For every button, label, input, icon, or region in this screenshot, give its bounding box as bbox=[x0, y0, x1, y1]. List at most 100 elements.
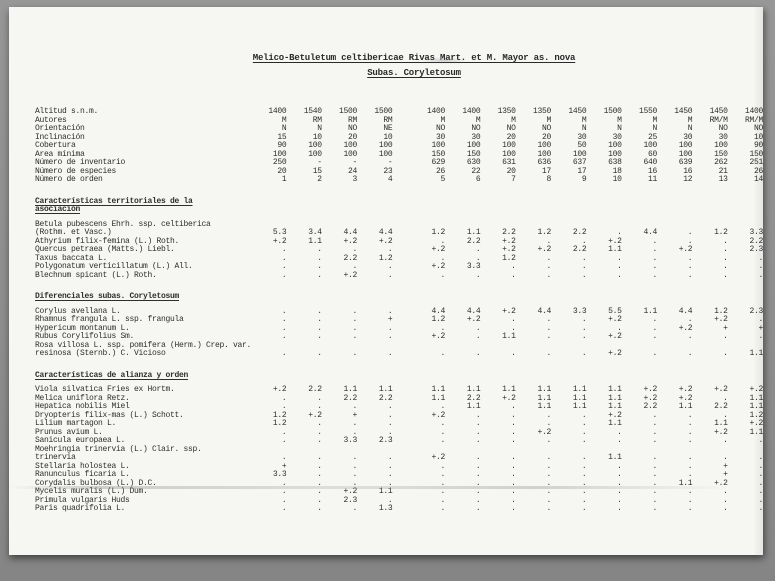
value-cell: +.2 bbox=[431, 262, 446, 271]
value-cell: . bbox=[352, 402, 358, 411]
value-cell: 25 bbox=[647, 132, 657, 142]
value-cell: . bbox=[511, 262, 516, 271]
value-cell: 1400 bbox=[462, 107, 481, 116]
value-cell: . bbox=[281, 495, 287, 505]
value-cell: . bbox=[440, 419, 446, 428]
value-cell: 14 bbox=[753, 175, 763, 184]
value-cell: 1.1 bbox=[572, 393, 587, 403]
value-cell bbox=[480, 198, 515, 215]
value-cell: . bbox=[652, 461, 657, 471]
value-cell: M bbox=[617, 115, 622, 125]
value-cell: 100 bbox=[502, 149, 516, 159]
value-cell bbox=[410, 293, 445, 302]
value-cell: . bbox=[475, 495, 481, 505]
value-cell: . bbox=[652, 253, 657, 263]
value-cell: +.2 bbox=[431, 453, 446, 462]
value-cell: 2.2 bbox=[572, 228, 587, 237]
value-cell: 4.4 bbox=[643, 228, 657, 237]
label-line: Sanicula europaea L. bbox=[35, 436, 126, 445]
value-cell: . bbox=[475, 487, 481, 496]
value-cell: . bbox=[317, 315, 322, 324]
table-row: Taxus baccata L... 2.2 1.2.. 1.2....... bbox=[35, 253, 763, 264]
value-cell bbox=[586, 293, 621, 302]
row-label: Sanicula europaea L. bbox=[35, 436, 251, 446]
value-cell: . bbox=[440, 427, 446, 437]
row-label: Rhamnus frangula L. ssp. frangula bbox=[35, 315, 251, 325]
value-cell: 631 bbox=[502, 158, 516, 167]
value-cell: . bbox=[475, 253, 481, 263]
value-cell: . bbox=[475, 461, 481, 471]
label-line: Mycelis muralis (L.) Dum. bbox=[35, 487, 148, 496]
value-cell: +.2 bbox=[537, 245, 551, 254]
value-cell: . bbox=[652, 245, 657, 254]
value-cell bbox=[357, 198, 392, 215]
value-cell: . bbox=[281, 478, 287, 488]
table-row: Corydalis bulbosa (L.) D.C............ 1.… bbox=[35, 478, 763, 489]
value-cell bbox=[251, 372, 286, 381]
value-cell bbox=[622, 293, 657, 302]
column-gap bbox=[392, 412, 409, 421]
value-cell: 1.2 bbox=[749, 410, 763, 420]
table-row: Moehringia trinervia (L.) Clair. ssp. tri… bbox=[35, 445, 763, 463]
section-heading: Características territoriales de la asoci… bbox=[35, 197, 251, 215]
value-cell: 1450 bbox=[709, 107, 728, 116]
value-cell: 1 bbox=[281, 175, 287, 184]
value-cell: . bbox=[581, 332, 587, 341]
value-cell: NO bbox=[348, 124, 358, 133]
value-cell: . bbox=[546, 270, 551, 280]
value-cell: 637 bbox=[572, 158, 587, 167]
value-cell: 1.1 bbox=[431, 393, 446, 403]
value-cell: +.2 bbox=[678, 323, 693, 333]
value-cell: . bbox=[581, 262, 587, 271]
value-cell: 1.1 bbox=[608, 419, 622, 428]
value-cell: 10 bbox=[753, 132, 763, 142]
row-label: Paris quadrifolia L. bbox=[35, 504, 251, 514]
table-row: Stellaria holostea L. +........... +. bbox=[35, 461, 763, 472]
value-cell: 100 bbox=[343, 141, 358, 150]
row-label: Número de inventario bbox=[35, 158, 251, 168]
value-cell bbox=[357, 372, 392, 381]
value-cell: 1.1 bbox=[572, 402, 587, 411]
value-cell: 1.1 bbox=[466, 385, 481, 394]
value-cell: . bbox=[723, 487, 728, 496]
value-cell: . bbox=[581, 453, 587, 462]
value-cell: . bbox=[652, 495, 657, 505]
value-cell bbox=[657, 372, 692, 381]
value-cell bbox=[357, 293, 392, 302]
row-label: Polygonatum verticillatum (L.) All. bbox=[35, 262, 251, 272]
value-cell: 90 bbox=[753, 141, 763, 150]
value-cell: . bbox=[652, 427, 657, 437]
row-label: Corydalis bulbosa (L.) D.C. bbox=[35, 479, 251, 489]
value-cell: . bbox=[652, 504, 657, 513]
value-cell: . bbox=[281, 262, 287, 271]
value-cell: . bbox=[652, 478, 657, 488]
value-cell: . bbox=[387, 427, 393, 437]
section-heading-row: Diferenciales subas. Coryletosum bbox=[35, 292, 763, 302]
value-cell: - bbox=[387, 158, 393, 167]
value-cell: 1.1 bbox=[343, 385, 358, 394]
table-row: Número de inventario 250 - - - 629 630 631 636 63… bbox=[35, 158, 763, 168]
column-gap bbox=[392, 293, 409, 302]
value-cell: +.2 bbox=[431, 332, 446, 341]
value-cell: . bbox=[387, 332, 393, 341]
value-cell bbox=[622, 372, 657, 381]
value-cell: . bbox=[511, 315, 516, 324]
value-cell: . bbox=[617, 436, 622, 445]
value-cell: 636 bbox=[537, 158, 551, 167]
value-cell bbox=[480, 293, 515, 302]
value-cell: 3.3 bbox=[749, 228, 763, 237]
value-cell: 6 bbox=[475, 175, 481, 184]
value-cell: +.2 bbox=[608, 315, 622, 324]
value-cell: 100 bbox=[643, 141, 657, 150]
value-cell: 2.3 bbox=[749, 306, 763, 316]
value-cell: . bbox=[758, 478, 763, 488]
column-gap bbox=[392, 272, 409, 281]
value-cell: 26 bbox=[436, 166, 446, 176]
label-line: Dryopteris filix-mas (L.) Schott. bbox=[35, 410, 184, 420]
value-cell: - bbox=[317, 158, 322, 167]
value-cell: . bbox=[652, 410, 657, 420]
value-cell: . bbox=[617, 470, 622, 479]
value-cell: . bbox=[617, 262, 622, 271]
row-label: Número de orden bbox=[35, 175, 251, 185]
value-cell bbox=[251, 293, 286, 302]
